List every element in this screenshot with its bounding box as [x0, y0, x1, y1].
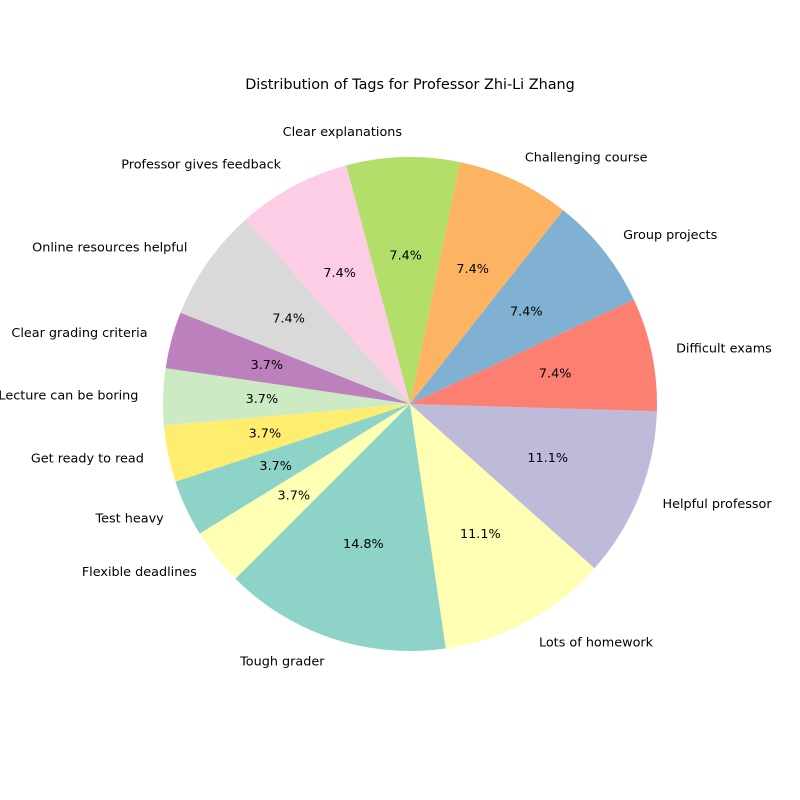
pie-slice-lecture-can-be-boring	[163, 368, 410, 426]
pie-slice-online-resources-helpful	[180, 219, 410, 404]
pie-slice-helpful-professor	[410, 404, 657, 569]
pie-slice-challenging-course	[410, 162, 564, 404]
slice-label-difficult-exams: Difficult exams	[676, 342, 772, 357]
slice-label-clear-grading-criteria: Clear grading criteria	[11, 326, 147, 341]
percent-label-challenging-course: 7.4%	[456, 262, 489, 277]
percent-label-lots-of-homework: 11.1%	[460, 527, 501, 542]
slice-label-test-heavy: Test heavy	[95, 511, 165, 526]
pie-slice-clear-grading-criteria	[165, 312, 410, 404]
pie-slice-group-projects	[410, 210, 634, 404]
percent-label-helpful-professor: 11.1%	[527, 451, 568, 466]
slice-label-flexible-deadlines: Flexible deadlines	[82, 565, 197, 580]
slice-label-get-ready-to-read: Get ready to read	[31, 451, 144, 466]
slice-label-clear-explanations: Clear explanations	[283, 125, 403, 140]
percent-label-group-projects: 7.4%	[510, 305, 543, 320]
percent-label-tough-grader: 14.8%	[343, 537, 384, 552]
chart-title: Distribution of Tags for Professor Zhi-L…	[245, 77, 575, 93]
percent-label-professor-gives-feedback: 7.4%	[323, 266, 356, 281]
slice-label-lots-of-homework: Lots of homework	[539, 636, 654, 651]
pie-slice-difficult-exams	[410, 299, 658, 412]
pie-slice-flexible-deadlines	[199, 404, 410, 579]
slice-label-lecture-can-be-boring: Lecture can be boring	[0, 389, 138, 404]
percent-labels: 14.8% 11.1% 11.1% 7.4% 7.4% 7.4% 7.4% 7.4% 7.4% 3…	[246, 248, 572, 552]
slice-label-online-resources-helpful: Online resources helpful	[32, 241, 187, 256]
percent-label-difficult-exams: 7.4%	[539, 367, 572, 382]
percent-label-flexible-deadlines: 3.7%	[277, 488, 310, 503]
percent-label-online-resources-helpful: 7.4%	[272, 311, 305, 326]
slice-label-tough-grader: Tough grader	[239, 654, 325, 669]
percent-label-clear-grading-criteria: 3.7%	[251, 358, 284, 373]
slice-labels: Tough grader Lots of homework Helpful prof…	[0, 125, 772, 669]
pie-slice-test-heavy	[175, 404, 410, 534]
pie-slice-professor-gives-feedback	[245, 165, 410, 404]
slice-label-group-projects: Group projects	[623, 228, 717, 243]
pie-slice-get-ready-to-read	[163, 404, 410, 482]
slice-label-helpful-professor: Helpful professor	[663, 497, 773, 512]
slice-label-professor-gives-feedback: Professor gives feedback	[121, 157, 281, 172]
percent-label-get-ready-to-read: 3.7%	[249, 426, 282, 441]
pie-slice-clear-explanations	[346, 156, 460, 404]
pie-slices	[163, 156, 658, 651]
pie-slice-lots-of-homework	[410, 404, 595, 649]
percent-label-lecture-can-be-boring: 3.7%	[246, 392, 279, 407]
slice-label-challenging-course: Challenging course	[525, 150, 648, 165]
percent-label-clear-explanations: 7.4%	[389, 248, 422, 263]
pie-slice-tough-grader	[235, 404, 446, 651]
percent-label-test-heavy: 3.7%	[259, 459, 292, 474]
